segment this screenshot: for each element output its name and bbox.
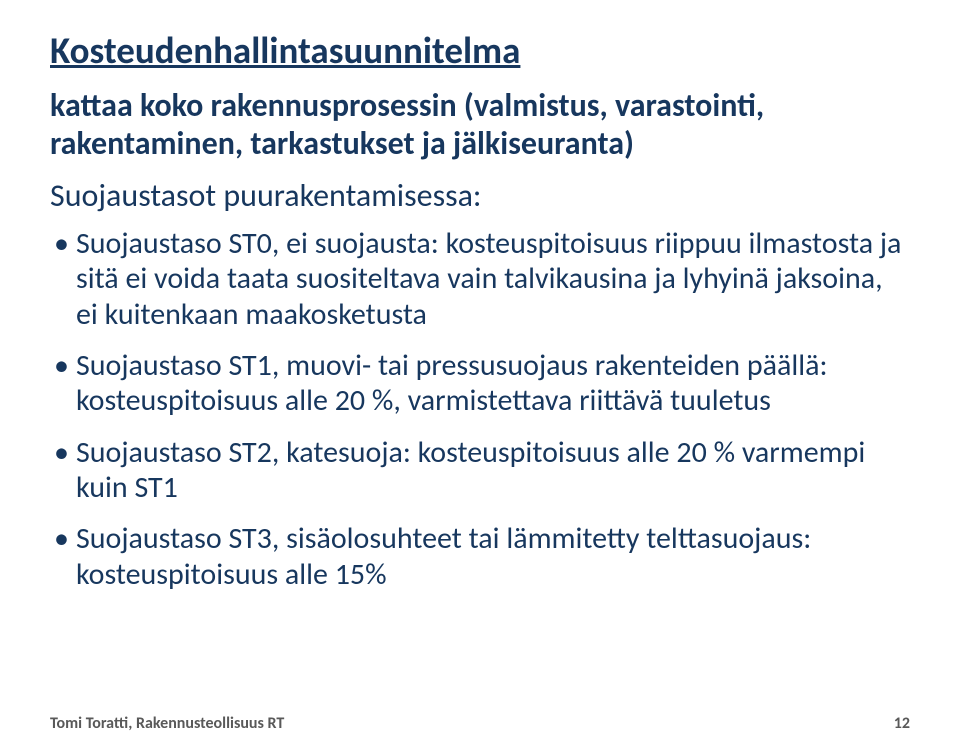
slide-title: Kosteudenhallintasuunnitelma xyxy=(50,30,910,73)
footer-page-number: 12 xyxy=(894,714,910,733)
list-item: Suojaustaso ST2, katesuoja: kosteuspitoi… xyxy=(54,435,910,506)
list-item: Suojaustaso ST0, ei suojausta: kosteuspi… xyxy=(54,226,910,332)
footer-author: Tomi Toratti, Rakennusteollisuus RT xyxy=(50,714,284,733)
levels-list: Suojaustaso ST0, ei suojausta: kosteuspi… xyxy=(54,226,910,593)
list-item: Suojaustaso ST3, sisäolosuhteet tai lämm… xyxy=(54,521,910,592)
levels-heading: Suojaustasot puurakentamisessa: xyxy=(50,177,910,215)
slide-container: Kosteudenhallintasuunnitelma kattaa koko… xyxy=(0,0,960,745)
slide-subtitle: kattaa koko rakennusprosessin (valmistus… xyxy=(50,87,910,164)
list-item: Suojaustaso ST1, muovi- tai pressusuojau… xyxy=(54,348,910,419)
slide-footer: Tomi Toratti, Rakennusteollisuus RT 12 xyxy=(50,714,910,733)
